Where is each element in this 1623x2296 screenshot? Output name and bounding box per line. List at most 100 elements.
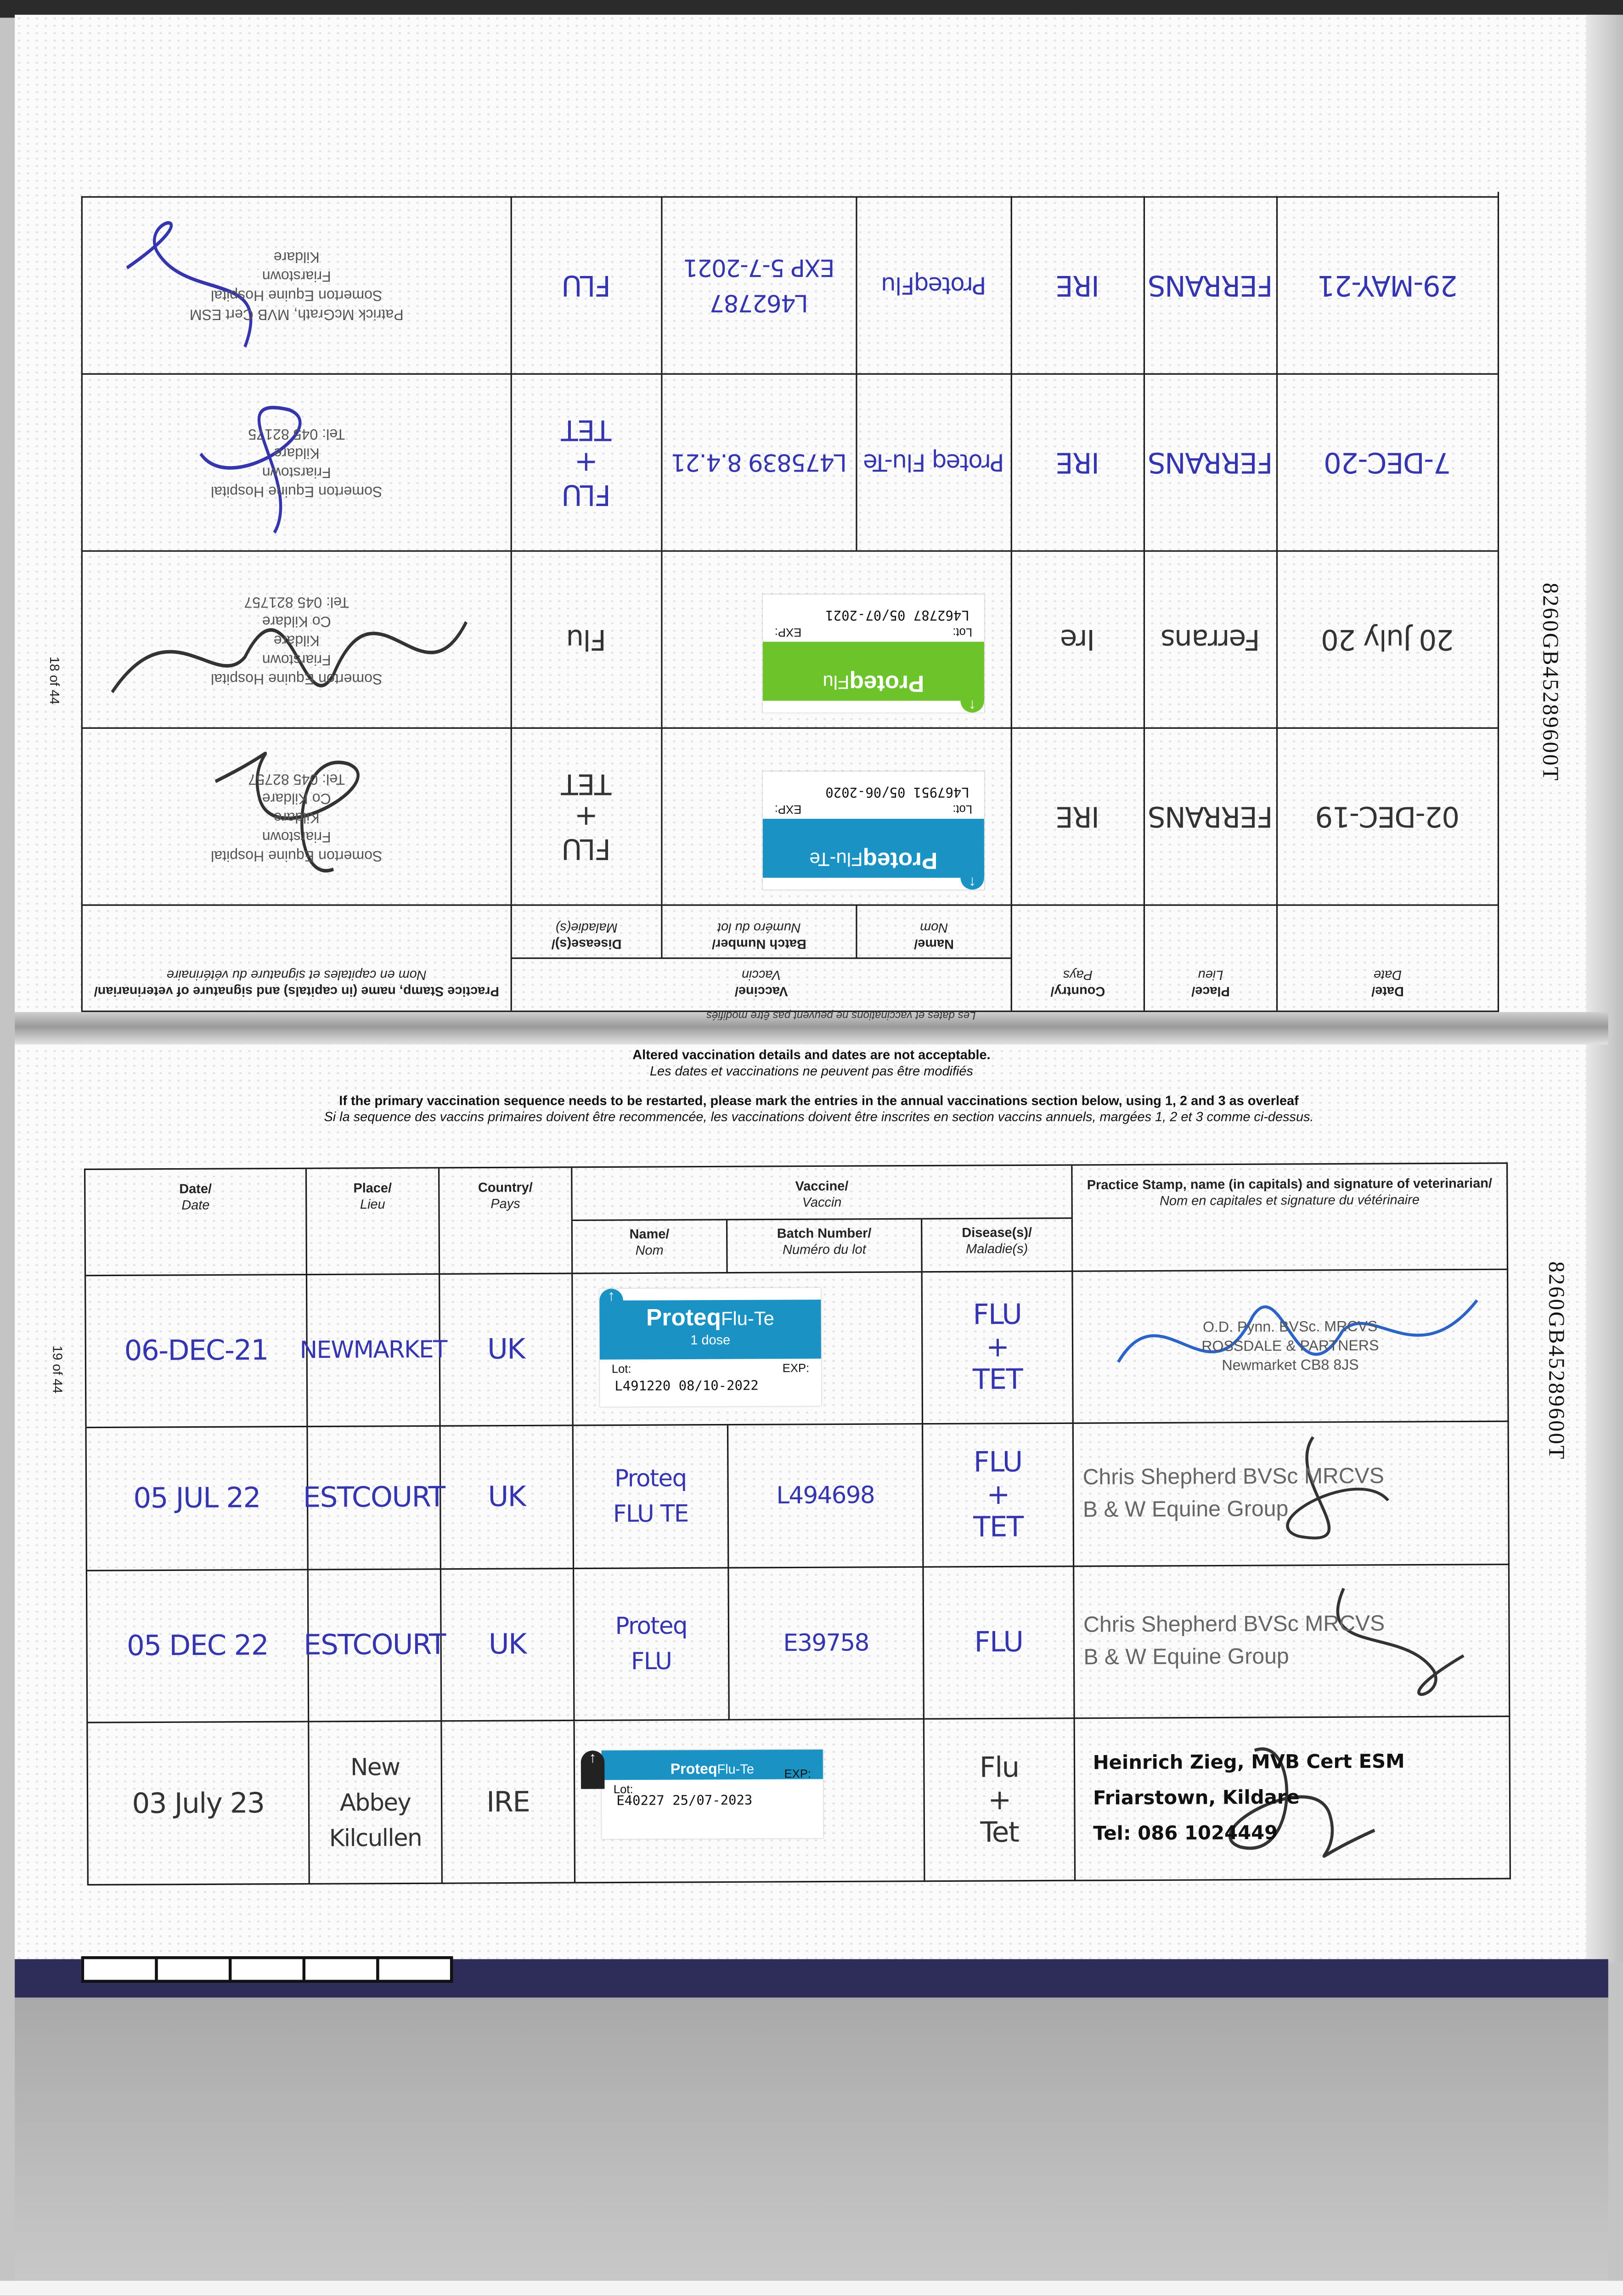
place-cell: FERRANS [1143,727,1276,905]
vaccine-name-cell: Proteq FLU [574,1568,730,1722]
sticker-exp: 05/06-2020 [825,783,906,799]
stamp-line: Tel: 045 82175 [248,425,345,442]
vaccine-name: Proteq FLU [615,1611,688,1675]
date-value: 05 JUL 22 [133,1482,260,1515]
disease-cell: Flu + Tet [924,1719,1076,1882]
header-name: Name/Nom [856,904,1011,958]
country-value: Ire [1060,623,1095,656]
next-page-table-edge [81,1956,453,1983]
header-date-en: Date/ [179,1181,212,1196]
stamp-line: Friarstown, Kildare [1093,1786,1300,1810]
sticker-lot-label: Lot: [952,802,973,816]
scanner-background [15,1997,1608,2281]
disease-value: FLU + TET [972,1299,1023,1396]
header-name-fr: Nom [920,920,948,935]
batch-number-cell: L462787 EXP 5-7-2021 [661,196,856,373]
stamp-line: Tel: 086 1024449 [1093,1822,1278,1845]
header-country-en: Country/ [478,1180,533,1195]
header-batch-en: Batch Number/ [712,937,806,952]
disease-value: Flu + Tet [979,1750,1019,1849]
header-name-en: Name/ [629,1226,670,1242]
disease-cell: FLU + TET [923,1424,1075,1568]
table-row: 05 JUL 22 ESTCOURT UK Proteq FLU TE L494698 F… [86,1422,1510,1571]
country-cell: IRE [1010,373,1144,551]
altered-notice: Altered vaccination details and dates ar… [147,1047,1475,1080]
date-cell: 06-DEC-21 [86,1275,308,1429]
practice-stamp-cell: Somerton Equine Hospital Friarstown Kildar… [81,727,511,905]
sticker-brand: Proteq [646,1306,721,1332]
country-cell: UK [440,1426,575,1570]
vaccine-name: Proteq Flu-Te [863,449,1004,478]
header-date-fr: Date [181,1197,210,1213]
header-vaccine-en: Vaccine/ [795,1178,849,1194]
sticker-arrow-icon: ↑ [599,1289,624,1322]
vaccine-sticker-cell: ProteqFlu-Te 1 dose ↑ Lot: EXP: L491220 08/10… [573,1272,924,1426]
country-value: IRE [1056,446,1099,479]
stamp-line: O.D. Pynn. BVSc. MRCVS [1202,1318,1378,1336]
practice-stamp-cell: Chris Shepherd BVSc MRCVS B & W Equine Gr… [1074,1565,1510,1719]
batch-number-cell: E39758 [729,1567,925,1721]
sticker-lot: L491220 [614,1380,671,1395]
batch-number: L462787 EXP 5-7-2021 [683,254,835,318]
batch-number-cell: L475839 8.4.21 [661,373,856,551]
practice-stamp: Heinrich Zieg, MVB Cert ESM Friarstown, K… [1075,1745,1510,1852]
header-country-en: Country/ [1050,984,1105,999]
date-cell: 02-DEC-19 [1276,727,1498,905]
stamp-line: Heinrich Zieg, MVB Cert ESM [1093,1750,1405,1774]
header-disease-en: Disease(s)/ [551,937,622,952]
header-batch: Batch Number/Numéro du lot [661,904,856,958]
table-row: 06-DEC-21 NEWMARKET UK ProteqFlu-Te 1 dose ↑ L… [86,1270,1509,1429]
restart-notice: If the primary vaccination sequence need… [89,1093,1550,1126]
lower-page-number: 19 of 44 [50,1345,65,1394]
table-row: 20 July 20 Ferrans Ire ProteqFlu ↑ Lot: EXP: L4… [81,550,1498,727]
practice-stamp: Somerton Equine Hospital Friarstown Kildar… [211,591,382,687]
header-date: Date/Date [85,1169,308,1277]
date-value: 20 July 20 [1321,623,1454,656]
restart-notice-fr: Si la sequence des vaccins primaires doi… [324,1109,1314,1125]
date-value: 29-MAY-21 [1318,269,1458,302]
sticker-lot: E40227 [616,1794,665,1810]
vaccine-sticker-cell: ProteqFlu-Te ↑ Lot: EXP: E40227 25/07-2023 [575,1719,925,1884]
practice-stamp: Patrick McGrath, MVB Cert ESM Somerton Eq… [190,247,404,324]
sticker-lot-label: Lot: [611,1362,631,1376]
disease-value: FLU + TET [561,414,612,512]
page-edges [1586,15,1623,1962]
lower-vaccination-table: Date/Date Place/Lieu Country/Pays Vaccine/V… [84,1162,1511,1886]
country-cell: UK [441,1569,575,1722]
sticker-lot: L462787 [913,606,969,621]
place-value: FERRANS [1148,269,1273,302]
vaccine-name: ProteqFlu [881,272,986,300]
vaccine-sticker: ProteqFlu-Te 1 dose ↑ Lot: EXP: L491220 08/10… [599,1288,822,1407]
sticker-arrow-icon: ↑ [960,857,984,890]
place-cell: ESTCOURT [303,1426,445,1570]
sticker-brand: Proteq [849,670,924,695]
sticker-lot-label: Lot: [952,625,973,639]
header-vaccine-fr: Vaccin [802,1194,842,1210]
country-cell: UK [440,1274,574,1427]
vaccine-name-cell: ProteqFlu [856,196,1011,373]
stamp-line: Tel: 045 821757 [244,593,349,609]
place-value: New Abbey Kilcullen [329,1752,422,1851]
sticker-band: ProteqFlu [762,642,984,701]
practice-stamp-cell: Patrick McGrath, MVB Cert ESM Somerton Eq… [81,196,511,373]
sticker-product: Flu-Te [721,1307,775,1330]
sticker-values: L467951 05/06-2020 [825,783,969,798]
country-value: UK [488,1628,526,1661]
date-cell: 05 DEC 22 [87,1570,310,1723]
date-value: 03 July 23 [132,1786,265,1820]
practice-stamp: Somerton Equine Hospital Friarstown Kildar… [211,769,382,865]
stamp-line: Kildare [273,808,320,825]
vaccine-name-cell: Proteq FLU TE [573,1425,729,1570]
batch-number: L475839 8.4.21 [671,449,847,478]
header-vaccine: Vaccine/Vaccin [572,1165,1073,1221]
lower-passport-code: 8260GB45289600T [1543,1261,1567,1461]
header-country-fr: Pays [490,1196,520,1211]
country-value: UK [487,1333,525,1366]
practice-stamp-cell: Heinrich Zieg, MVB Cert ESM Friarstown, K… [1075,1717,1511,1881]
practice-stamp-cell: O.D. Pynn. BVSc. MRCVS ROSSDALE & PARTNER… [1073,1270,1509,1424]
vaccine-sticker-cell: ProteqFlu ↑ Lot: EXP: L462787 05/07-2021 [661,550,1011,727]
sticker-values: E40227 25/07-2023 [616,1794,752,1809]
header-batch: Batch Number/Numéro du lot [727,1219,923,1274]
batch-number: L494698 [776,1480,875,1509]
